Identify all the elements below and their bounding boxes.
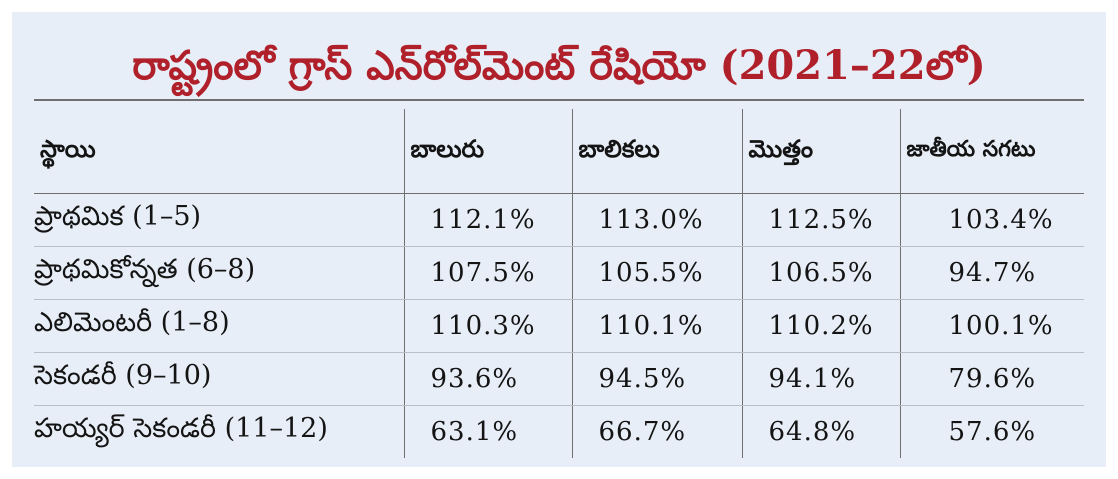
row-level-label: ప్రాథమిక (1–5) [34,193,404,247]
header-row: స్థాయి బాలురు బాలికలు మొత్తం జాతీయ సగటు [34,109,1084,194]
header-national-average: జాతీయ సగటు [899,109,1084,194]
header-total: మొత్తం [741,109,900,194]
boys-value: 63.1% [403,405,572,458]
row-level-label: హయ్యర్ సెకండరీ (11–12) [34,413,328,444]
national-average-value: 79.6% [899,352,1084,406]
boys-value: 110.3% [403,299,572,353]
national-average-value: 94.7% [899,246,1084,300]
row-level-label: ప్రాథమికోన్నత (6–8) [34,246,404,300]
title-divider [34,99,1084,101]
boys-value: 93.6% [403,352,572,406]
total-value: 64.8% [741,405,900,458]
header-girls: బాలికలు [571,109,742,194]
infographic-panel: రాష్ట్రంలో గ్రాస్ ఎన్‌రోల్‌మెంట్ రేషియో … [12,12,1106,467]
table-row: హయ్యర్ సెకండరీ (11–12) 63.1% 66.7% 64.8%… [34,405,1084,458]
girls-value: 105.5% [571,246,742,300]
national-average-value: 103.4% [899,193,1084,247]
total-value: 106.5% [741,246,900,300]
table-title: రాష్ట్రంలో గ్రాస్ ఎన్‌రోల్‌మెంట్ రేషియో … [132,42,986,89]
national-average-value: 100.1% [899,299,1084,353]
header-level: స్థాయి [34,109,404,194]
header-boys: బాలురు [403,109,572,194]
total-value: 110.2% [741,299,900,353]
table-row: ప్రాథమిక (1–5) 112.1% 113.0% 112.5% 103.… [34,193,1084,247]
national-average-value: 57.6% [899,405,1084,458]
total-value: 112.5% [741,193,900,247]
girls-value: 113.0% [571,193,742,247]
girls-value: 110.1% [571,299,742,353]
enrollment-table: స్థాయి బాలురు బాలికలు మొత్తం జాతీయ సగటు … [34,109,1084,458]
boys-value: 107.5% [403,246,572,300]
table-row: ప్రాథమికోన్నత (6–8) 107.5% 105.5% 106.5%… [34,246,1084,300]
table-row: ఎలిమెంటరీ (1–8) 110.3% 110.1% 110.2% 100… [34,299,1084,353]
boys-value: 112.1% [403,193,572,247]
girls-value: 94.5% [571,352,742,406]
row-level-label: సెకండరీ (9–10) [34,352,404,406]
row-level-label: ఎలిమెంటరీ (1–8) [34,299,404,353]
total-value: 94.1% [741,352,900,406]
girls-value: 66.7% [571,405,742,458]
table-row: సెకండరీ (9–10) 93.6% 94.5% 94.1% 79.6% [34,352,1084,406]
